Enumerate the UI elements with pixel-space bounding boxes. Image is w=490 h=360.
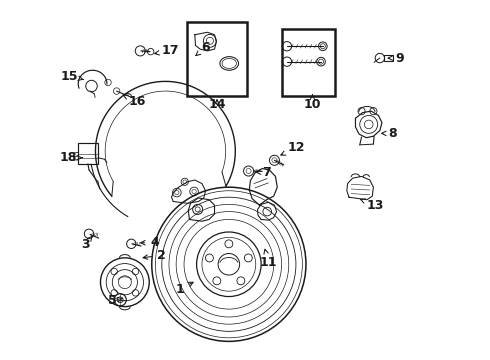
Text: 4: 4 (141, 236, 159, 249)
Text: 7: 7 (256, 166, 271, 179)
Text: 17: 17 (155, 44, 179, 57)
Text: 12: 12 (281, 141, 306, 155)
Text: 5: 5 (108, 294, 122, 307)
Bar (187, 22, 247, 96)
Text: 16: 16 (123, 95, 146, 108)
Text: 15: 15 (61, 69, 84, 82)
Text: 6: 6 (196, 41, 210, 55)
Bar (282, 30, 335, 96)
Bar (384, 55, 393, 61)
Text: 18: 18 (59, 151, 82, 164)
Text: 11: 11 (260, 249, 277, 269)
Text: 8: 8 (382, 127, 397, 140)
Bar (78, 143, 98, 164)
Text: 13: 13 (361, 199, 384, 212)
Text: 2: 2 (143, 249, 166, 262)
Text: 14: 14 (208, 98, 226, 111)
Text: 9: 9 (388, 51, 404, 64)
Text: 1: 1 (175, 282, 193, 296)
Text: 10: 10 (304, 95, 321, 111)
Text: 3: 3 (81, 236, 93, 251)
